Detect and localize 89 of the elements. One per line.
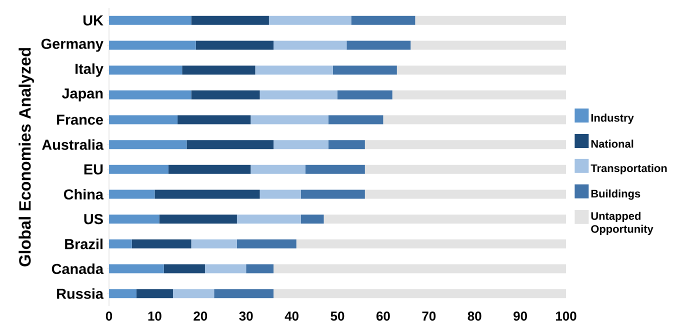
x-tick-label: 20 [194, 312, 208, 321]
bar [396, 66, 566, 75]
bar [274, 289, 566, 298]
bar [324, 214, 566, 224]
bar [196, 40, 274, 50]
legend-label: National [591, 140, 634, 148]
bar [109, 190, 155, 199]
bar [260, 190, 301, 199]
bar [255, 66, 333, 75]
bar [109, 40, 196, 50]
y-tick-label: Italy [76, 63, 104, 77]
x-tick-label: 40 [284, 312, 298, 321]
bar [182, 66, 256, 75]
bar [191, 239, 237, 248]
y-tick-label: UK [83, 15, 104, 26]
bar [109, 66, 182, 75]
bar [109, 90, 192, 100]
x-tick-label: 50 [330, 312, 344, 321]
legend-label: Untapped Opportunity [591, 212, 654, 235]
bar [191, 90, 260, 100]
bar [415, 16, 566, 25]
bar [250, 164, 306, 174]
y-tick-label: China [64, 188, 104, 200]
bar [346, 40, 411, 50]
bar [191, 16, 269, 25]
bar [306, 164, 365, 174]
bar [383, 115, 566, 124]
x-tick-label: 100 [556, 312, 576, 321]
bar [109, 140, 187, 150]
x-tick-label: 30 [239, 312, 253, 321]
legend-label: Industry [591, 114, 634, 124]
bar [274, 40, 347, 50]
bar [364, 140, 566, 150]
bar [109, 164, 168, 174]
bar [136, 289, 173, 298]
bar [328, 140, 365, 150]
bar [338, 90, 392, 100]
x-tick-label: 60 [376, 312, 390, 321]
x-tick-label: 80 [468, 312, 482, 321]
x-tick-label: 10 [148, 312, 162, 321]
bar [214, 289, 274, 298]
bar [332, 66, 397, 75]
bar [268, 16, 352, 25]
bar [236, 214, 301, 224]
y-tick-label: Russia [57, 288, 104, 299]
y-tick-label: France [57, 114, 103, 125]
bar [300, 214, 324, 224]
x-tick-label: 0 [106, 312, 112, 321]
bar [274, 140, 328, 150]
bar [159, 214, 237, 224]
bar [164, 264, 205, 274]
bar [178, 115, 251, 124]
bar [364, 190, 566, 199]
legend-label: Buildings [591, 189, 640, 200]
bar [274, 264, 566, 274]
x-tick-label: 70 [422, 312, 436, 321]
bar [132, 239, 192, 248]
bar [109, 239, 132, 248]
bar [246, 264, 274, 274]
legend-label: Transportation [590, 164, 667, 174]
bar [351, 16, 416, 25]
y-tick-label: US [84, 214, 103, 224]
bar [109, 16, 192, 25]
bar [300, 190, 365, 199]
y-tick-label: Canada [52, 263, 104, 274]
bar [186, 140, 274, 150]
bar [392, 90, 566, 100]
bar [296, 239, 566, 248]
bar [410, 40, 566, 50]
bar [109, 289, 136, 298]
y-tick-label: Australia [42, 139, 104, 150]
bar [172, 289, 214, 298]
y-axis-title: Global Economies Analyzed [18, 48, 34, 266]
bar [109, 115, 178, 124]
y-tick-label: Germany [41, 38, 104, 52]
bar [154, 190, 260, 199]
y-tick-label: EU [84, 164, 103, 174]
bar [260, 90, 338, 100]
bar [109, 264, 164, 274]
y-tick-label: Japan [62, 88, 103, 102]
bar [109, 214, 160, 224]
bar [250, 115, 328, 124]
y-tick-label: Brazil [65, 238, 102, 250]
x-tick-label: 90 [514, 312, 527, 321]
bar [236, 239, 296, 248]
bar [364, 164, 566, 174]
bar [204, 264, 246, 274]
bar [168, 164, 251, 174]
bar [328, 115, 384, 124]
